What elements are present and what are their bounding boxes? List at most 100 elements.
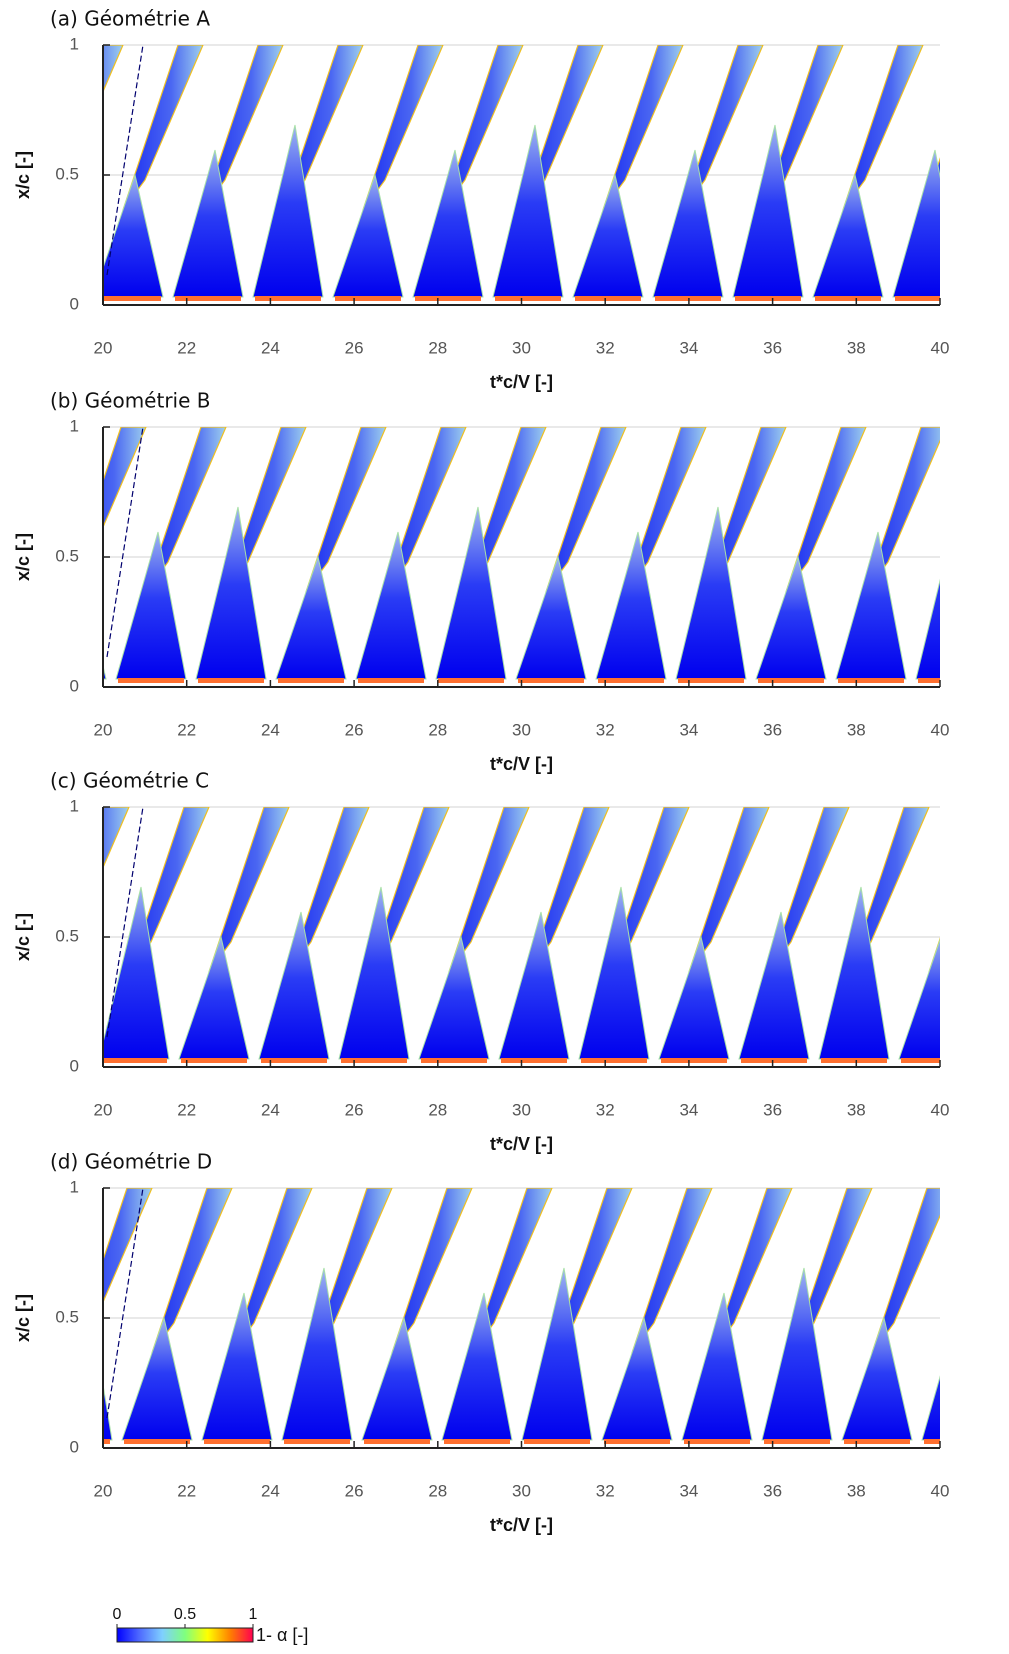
y-tick-label: 0 — [70, 294, 79, 313]
x-tick-label: 30 — [512, 720, 531, 739]
field-strip — [415, 296, 481, 301]
field-strip — [604, 1439, 670, 1444]
field-strip — [204, 1439, 270, 1444]
x-tick-label: 28 — [428, 1100, 447, 1119]
panel: (d) Géométrie D 20 22 24 26 28 30 32 34 36 38 40 0 0.… — [13, 1150, 1009, 1535]
field-strip — [741, 1058, 807, 1063]
field-strip — [181, 1058, 247, 1063]
x-tick-label: 40 — [931, 1481, 950, 1500]
y-tick-label: 0.5 — [55, 164, 79, 183]
x-tick-label: 26 — [345, 1100, 364, 1119]
field-strip — [684, 1439, 750, 1444]
field-sheet — [498, 911, 570, 1060]
y-tick-label: 0.5 — [55, 546, 79, 565]
field-strip — [284, 1439, 350, 1444]
y-tick-label: 0.5 — [55, 926, 79, 945]
x-axis-label: t*c/V [-] — [490, 754, 553, 774]
panel: (b) Géométrie B 20 22 24 26 28 30 32 34 36 38 40 0 0.… — [13, 389, 1009, 774]
field-sheet — [979, 912, 1009, 1059]
y-tick-label: 1 — [70, 1177, 79, 1196]
field-sheet — [681, 1292, 753, 1441]
field-strip — [918, 678, 940, 683]
field-strip — [981, 1058, 1009, 1063]
field-strip — [421, 1058, 487, 1063]
panel-title: (a) Géométrie A — [50, 7, 210, 31]
field-sheet — [258, 911, 330, 1060]
x-tick-label: 32 — [596, 720, 615, 739]
field-strip — [844, 1439, 910, 1444]
x-tick-label: 40 — [931, 720, 950, 739]
x-tick-label: 32 — [596, 338, 615, 357]
field-strip — [438, 678, 504, 683]
field-strip — [198, 678, 264, 683]
x-tick-label: 34 — [679, 720, 698, 739]
x-tick-label: 24 — [261, 1481, 280, 1500]
x-tick-label: 22 — [177, 1481, 196, 1500]
field — [103, 1188, 1009, 1444]
field-strip — [735, 296, 801, 301]
field-strip — [335, 296, 401, 301]
field-sheet — [835, 531, 907, 680]
field-strip — [575, 296, 641, 301]
field-sheet — [921, 1375, 940, 1441]
field-strip — [278, 678, 344, 683]
x-tick-label: 20 — [94, 720, 113, 739]
field-strip — [103, 1058, 167, 1063]
field-strip — [124, 1439, 190, 1444]
field-strip — [661, 1058, 727, 1063]
field-sheet — [355, 531, 427, 680]
field — [103, 427, 1009, 683]
field-strip — [341, 1058, 407, 1063]
dashed-line — [106, 426, 144, 658]
field-strip — [518, 678, 584, 683]
x-tick-label: 24 — [261, 720, 280, 739]
field-strip — [815, 296, 881, 301]
x-tick-label: 30 — [512, 1100, 531, 1119]
field-strip — [895, 296, 940, 301]
x-tick-label: 24 — [261, 1100, 280, 1119]
field-band — [103, 45, 124, 94]
x-tick-label: 36 — [763, 720, 782, 739]
field-sheet — [103, 663, 107, 680]
x-tick-label: 28 — [428, 1481, 447, 1500]
x-tick-label: 22 — [177, 338, 196, 357]
field-sheet — [738, 911, 810, 1060]
field-strip — [764, 1439, 830, 1444]
y-axis-label: x/c [-] — [13, 1294, 33, 1342]
field-strip — [655, 296, 721, 301]
field-sheet — [172, 149, 244, 298]
x-axis-label: t*c/V [-] — [490, 372, 553, 392]
x-tick-label: 20 — [94, 1481, 113, 1500]
x-tick-label: 38 — [847, 338, 866, 357]
field-strip — [175, 296, 241, 301]
y-tick-label: 1 — [70, 416, 79, 435]
x-tick-label: 32 — [596, 1100, 615, 1119]
field-band — [1003, 45, 1009, 210]
x-tick-label: 40 — [931, 1100, 950, 1119]
y-axis-label: x/c [-] — [13, 151, 33, 199]
x-tick-label: 36 — [763, 1100, 782, 1119]
field-band — [928, 937, 940, 973]
field-sheet — [973, 125, 1009, 297]
y-tick-label: 0.5 — [55, 1307, 79, 1326]
colorbar — [116, 1627, 254, 1643]
field-band — [946, 427, 1009, 592]
x-tick-label: 32 — [596, 1481, 615, 1500]
x-tick-label: 34 — [679, 1100, 698, 1119]
field-sheet — [595, 531, 667, 680]
dashed-line — [106, 1187, 144, 1419]
field-strip — [444, 1439, 510, 1444]
panel-title: (b) Géométrie B — [50, 389, 211, 413]
field — [103, 45, 1009, 301]
x-tick-label: 40 — [931, 338, 950, 357]
field-strip — [901, 1058, 940, 1063]
y-tick-label: 1 — [70, 796, 79, 815]
panel-title: (d) Géométrie D — [50, 1150, 212, 1174]
panel: (a) Géométrie A 20 22 24 26 28 30 32 34 36 38 40 0 0.… — [13, 7, 1009, 392]
x-tick-label: 28 — [428, 338, 447, 357]
field-strip — [924, 1439, 940, 1444]
colorbar-tick-label: 1 — [249, 1606, 258, 1623]
field-strip — [103, 296, 161, 301]
field-strip — [1004, 1439, 1009, 1444]
